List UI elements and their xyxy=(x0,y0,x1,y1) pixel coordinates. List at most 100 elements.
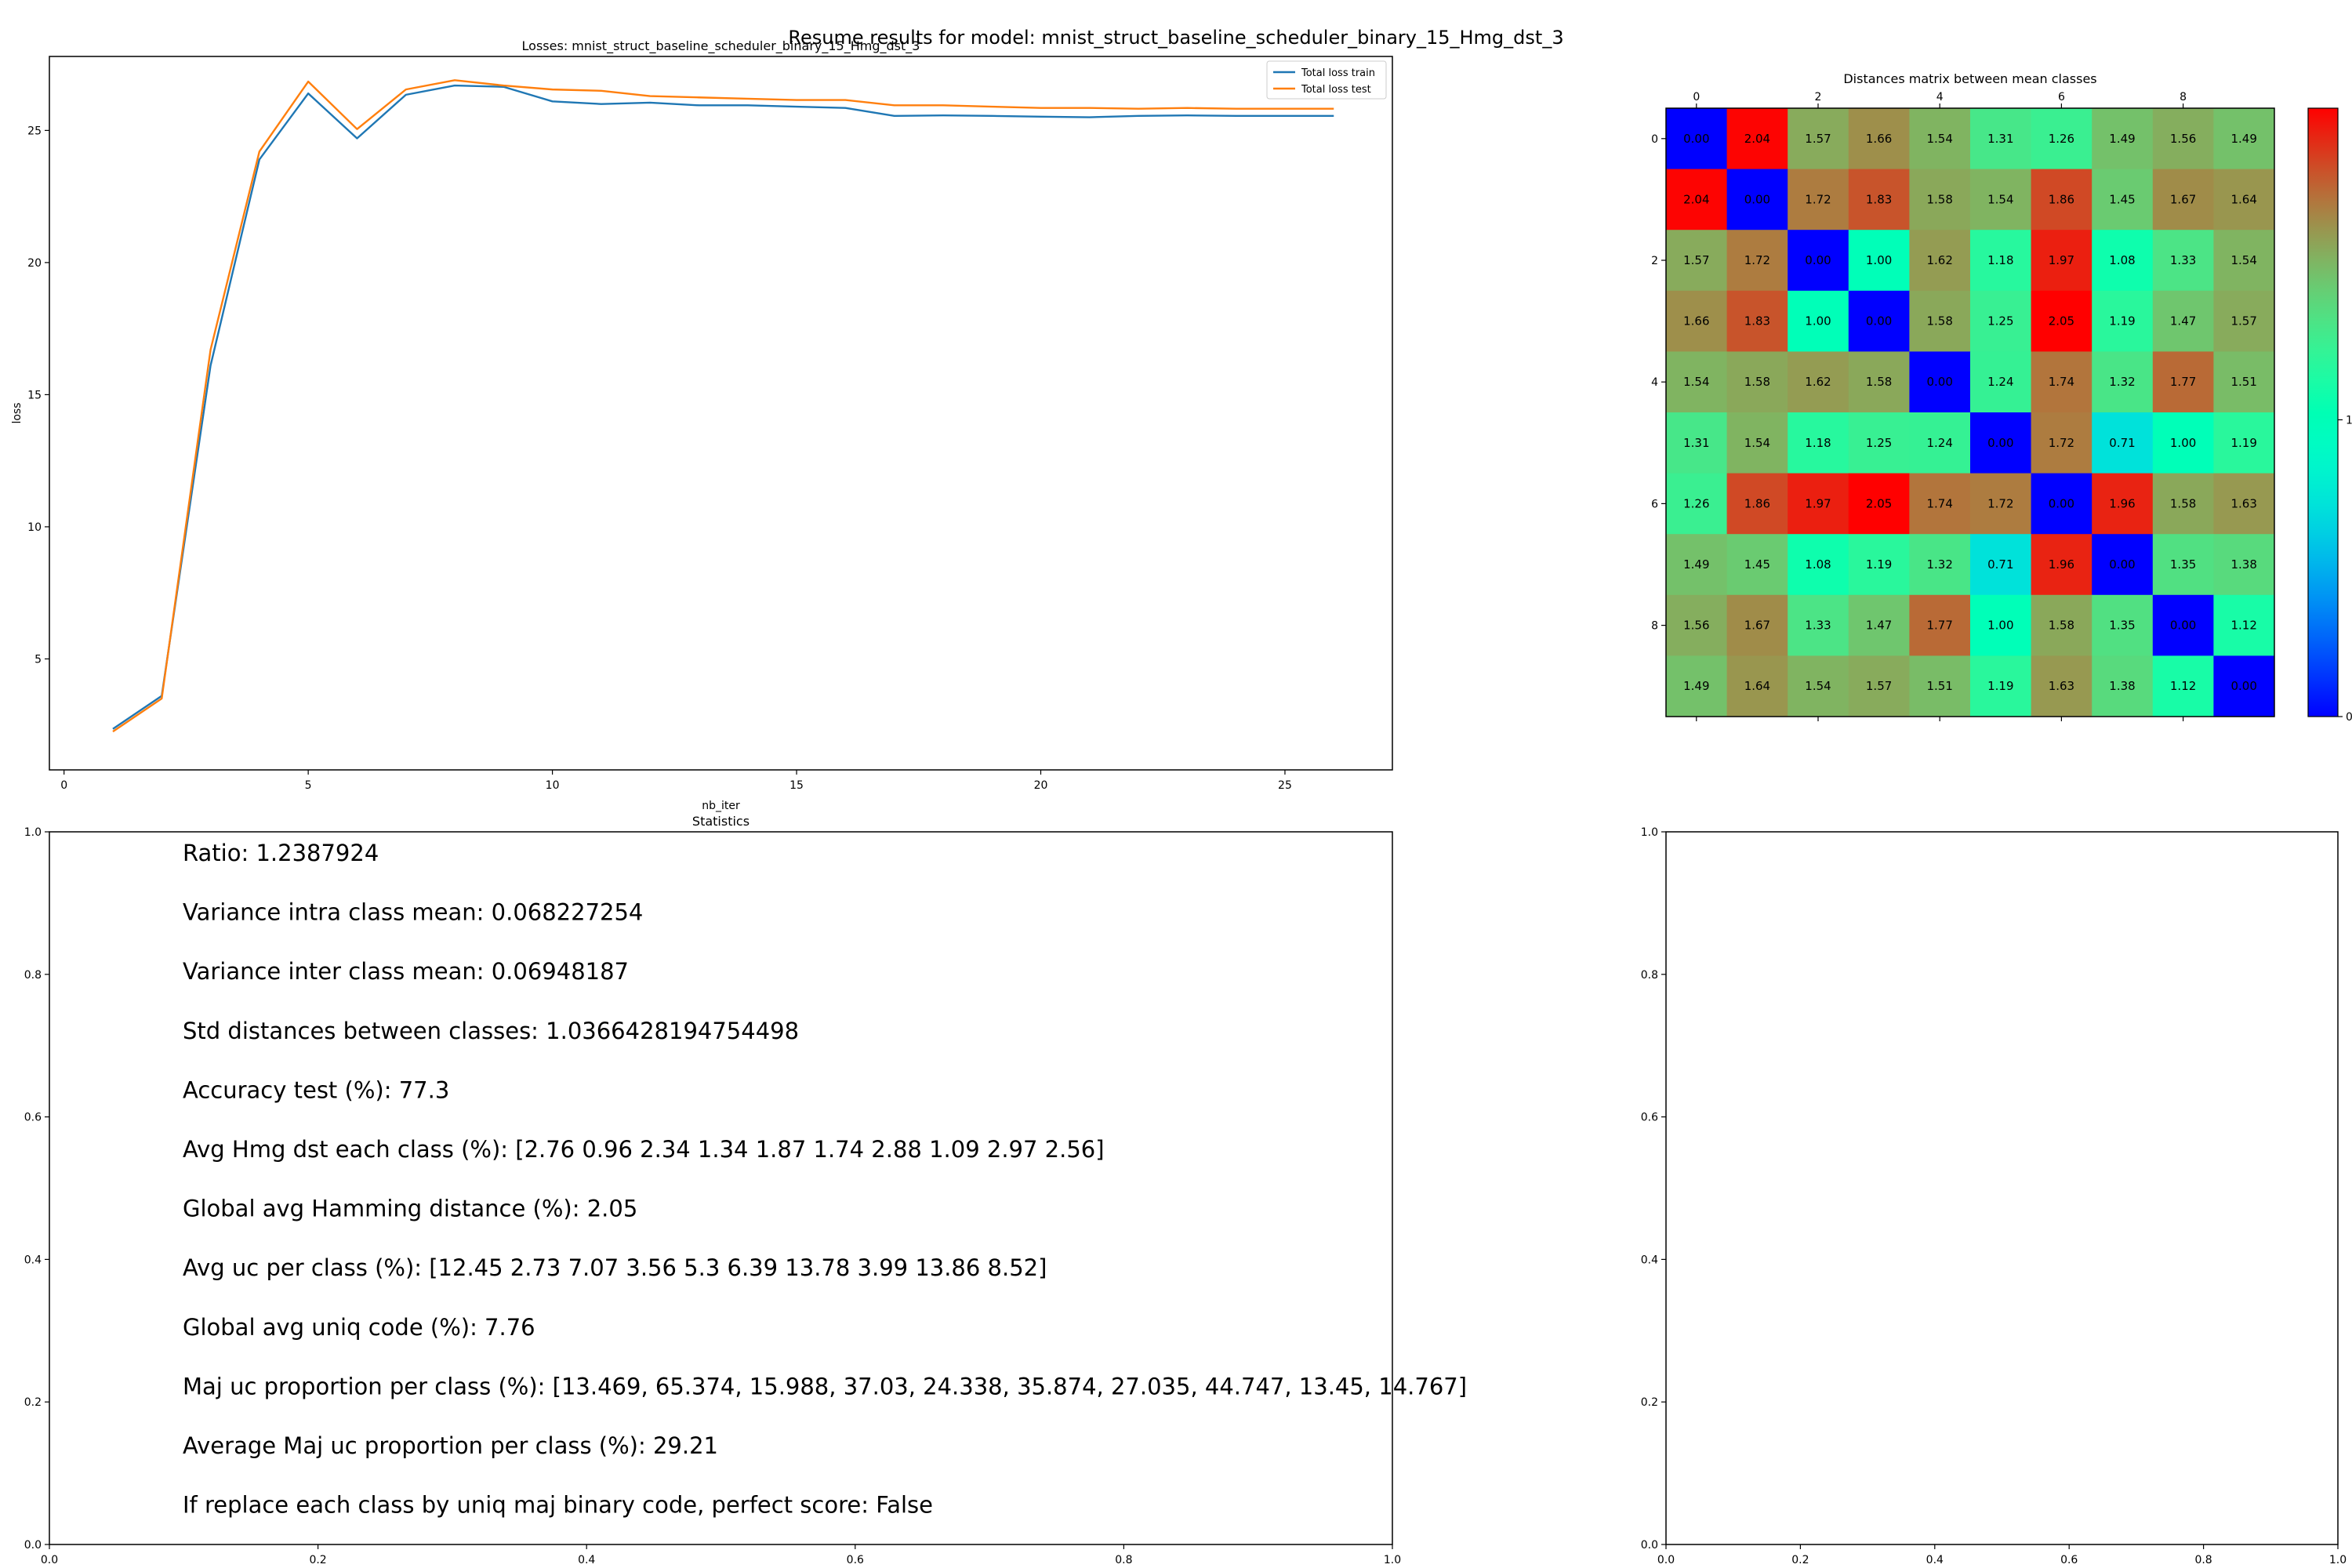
heatmap-cell-label: 1.49 xyxy=(2109,132,2135,146)
heatmap-cell xyxy=(1909,594,1971,656)
heatmap-cell-label: 1.57 xyxy=(1805,132,1831,146)
heatmap-cell xyxy=(1909,290,1971,352)
loss-x-tick-label: 5 xyxy=(305,779,312,792)
heatmap-cell-label: 1.58 xyxy=(2170,496,2196,510)
heatmap-cell-label: 1.72 xyxy=(2049,436,2074,450)
heatmap-cell-label: 1.35 xyxy=(2170,557,2196,572)
heatmap-cell-label: 1.64 xyxy=(2230,192,2256,206)
heatmap-cell-label: 1.51 xyxy=(1926,679,1952,693)
loss-y-tick-label: 15 xyxy=(27,389,42,401)
heatmap-cell-label: 1.25 xyxy=(1866,436,1892,450)
heatmap-cell xyxy=(2213,655,2275,717)
stats-y-tick-label: 0.2 xyxy=(24,1396,42,1409)
heatmap-cell xyxy=(1848,534,1910,596)
heatmap-cell xyxy=(2031,290,2092,352)
heatmap-cell-label: 1.49 xyxy=(1683,557,1709,572)
heatmap-cell-label: 1.56 xyxy=(1683,619,1709,633)
heatmap-cell-label: 1.54 xyxy=(1805,679,1831,693)
heatmap-x-tick-label: 4 xyxy=(1936,91,1944,103)
heatmap-cell-label: 1.25 xyxy=(1987,314,2013,328)
heatmap-x-tick-label: 6 xyxy=(2058,91,2065,103)
heatmap-cell-label: 0.00 xyxy=(2049,496,2074,510)
heatmap-cell xyxy=(2152,655,2214,717)
heatmap-cell xyxy=(1788,594,1849,656)
heatmap-cell xyxy=(1970,412,2032,474)
suptitle: Resume results for model: mnist_struct_b… xyxy=(788,27,1564,49)
heatmap-cell-label: 1.26 xyxy=(1683,496,1709,510)
colorbar xyxy=(2307,107,2339,717)
empty-panel-x-tick-label: 0.8 xyxy=(2194,1554,2212,1566)
stats-y-tick-label: 0.4 xyxy=(24,1254,42,1266)
loss-y-tick-label: 20 xyxy=(27,257,42,270)
heatmap-cell-label: 0.00 xyxy=(1987,436,2013,450)
heatmap-cell xyxy=(2092,230,2154,292)
heatmap-cell xyxy=(1848,108,1910,170)
heatmap-cell xyxy=(2092,534,2154,596)
heatmap-cell-label: 1.86 xyxy=(2049,192,2074,206)
stats-title: Statistics xyxy=(692,814,750,829)
heatmap-cell-label: 1.56 xyxy=(2170,132,2196,146)
heatmap-cell-label: 1.00 xyxy=(1866,253,1892,267)
heatmap-y-tick-label: 0 xyxy=(1651,133,1658,146)
heatmap-cell xyxy=(1909,473,1971,535)
heatmap-cell xyxy=(2152,169,2214,230)
heatmap-cell xyxy=(1666,169,1728,230)
heatmap-cell xyxy=(2213,351,2275,413)
loss-y-tick-label: 25 xyxy=(27,125,42,137)
heatmap-cell-label: 1.97 xyxy=(1805,496,1831,510)
heatmap-cell-label: 1.77 xyxy=(1926,619,1952,633)
loss-legend-box xyxy=(1266,60,1387,100)
heatmap-cell-label: 1.62 xyxy=(1805,375,1831,389)
loss-y-tick-label: 5 xyxy=(34,653,42,666)
heatmap-cell-label: 1.19 xyxy=(2230,436,2256,450)
loss-series-line-1 xyxy=(112,84,1334,730)
empty-panel-x-tick-label: 1.0 xyxy=(2329,1554,2347,1566)
heatmap-cell-label: 1.62 xyxy=(1926,253,1952,267)
heatmap-cell xyxy=(1726,290,1788,352)
heatmap-cell xyxy=(2031,230,2092,292)
heatmap-cell-label: 1.58 xyxy=(1926,192,1952,206)
stats-line: If replace each class by uniq maj binary… xyxy=(183,1492,933,1519)
heatmap-cell xyxy=(2152,230,2214,292)
stats-y-tick-label: 0.8 xyxy=(24,969,42,982)
heatmap-cell-label: 1.49 xyxy=(1683,679,1709,693)
heatmap-cell xyxy=(1788,230,1849,292)
heatmap-cell-label: 2.05 xyxy=(1866,496,1892,510)
heatmap-cell xyxy=(2213,169,2275,230)
heatmap-cell-label: 1.74 xyxy=(1926,496,1952,510)
heatmap-cell xyxy=(2092,290,2154,352)
heatmap-y-tick-label: 8 xyxy=(1651,620,1658,633)
heatmap-cell xyxy=(1970,351,2032,413)
heatmap-cell xyxy=(1909,351,1971,413)
heatmap-y-tick-label: 6 xyxy=(1651,498,1658,510)
heatmap-x-tick-label: 8 xyxy=(2180,91,2187,103)
stats-x-tick-label: 0.8 xyxy=(1115,1554,1132,1566)
heatmap-cell xyxy=(1788,655,1849,717)
heatmap-cell-label: 1.54 xyxy=(2230,253,2256,267)
heatmap-cell xyxy=(2031,534,2092,596)
heatmap-cell-label: 1.67 xyxy=(2170,192,2196,206)
heatmap-cell xyxy=(1726,473,1788,535)
heatmap-cell xyxy=(1666,290,1728,352)
heatmap-cell xyxy=(1666,534,1728,596)
heatmap-cell xyxy=(2213,473,2275,535)
heatmap-cell-label: 1.35 xyxy=(2109,619,2135,633)
loss-x-tick-label: 20 xyxy=(1034,779,1048,792)
heatmap-frame xyxy=(1665,107,2275,717)
heatmap-cell xyxy=(2092,594,2154,656)
heatmap-cell-label: 0.00 xyxy=(2230,679,2256,693)
empty-panel-y-tick-label: 0.2 xyxy=(1641,1396,1658,1409)
loss-legend-label-2: Total loss test xyxy=(1301,84,1371,96)
empty-panel-y-tick-label: 1.0 xyxy=(1641,826,1658,839)
heatmap-cell-label: 1.32 xyxy=(2109,375,2135,389)
heatmap-cell-label: 1.45 xyxy=(2109,192,2135,206)
empty-panel-frame xyxy=(1665,831,2339,1545)
heatmap-cell xyxy=(1726,230,1788,292)
heatmap-cell xyxy=(1726,594,1788,656)
heatmap-cell xyxy=(1848,473,1910,535)
empty-panel-y-tick-label: 0.4 xyxy=(1641,1254,1658,1266)
heatmap-cell xyxy=(1666,351,1728,413)
heatmap-cell-label: 2.05 xyxy=(2049,314,2074,328)
heatmap-cell xyxy=(2092,351,2154,413)
heatmap-cell xyxy=(1666,594,1728,656)
